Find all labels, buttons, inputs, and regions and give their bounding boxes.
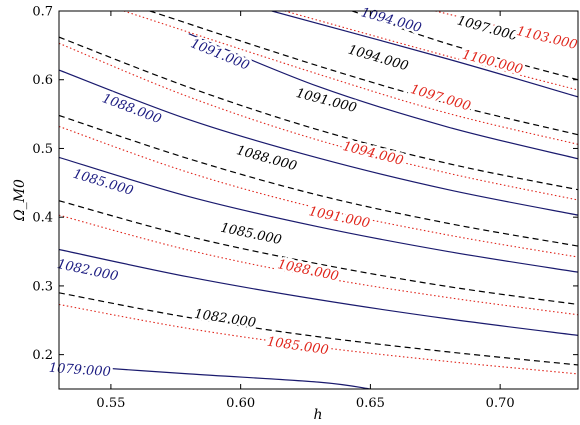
contour-line-dashed (59, 200, 578, 306)
contour-label-dotted: 1088.000 (276, 257, 340, 284)
contour-label-dotted: 1094.000 (341, 139, 405, 169)
contour-label-dotted: 1091.000 (307, 204, 371, 231)
y-tick-label: 0.4 (32, 211, 53, 226)
contour-line-dashed (59, 36, 578, 191)
contour-line-solid (59, 69, 578, 216)
contour-label-solid: 1094.000 (359, 5, 423, 36)
contour-line-dotted (435, 11, 578, 46)
contour-line-dotted (123, 11, 578, 145)
contour-line-dashed (59, 292, 578, 366)
x-tick-label: 0.55 (96, 396, 125, 411)
contour-lines (59, 11, 578, 389)
y-tick-label: 0.5 (32, 142, 53, 157)
contour-label-solid: 1082.000 (56, 257, 120, 285)
x-axis-label: h (313, 407, 322, 423)
contour-line-dashed (352, 11, 578, 81)
y-tick-label: 0.2 (32, 348, 53, 363)
contour-line-dotted (59, 125, 578, 258)
contour-label-dashed: 1097.000 (455, 13, 519, 44)
contour-line-solid (271, 11, 578, 98)
axis-ticks: 0.55 0.60 0.65 0.70 0.2 0.3 0.4 0.5 0.6 0.7 (32, 5, 578, 411)
contour-line-dotted (59, 303, 578, 375)
contour-line-dotted (59, 42, 578, 201)
contour-line-dotted (284, 11, 578, 91)
contour-label-dotted: 1085.000 (266, 335, 330, 359)
y-tick-label: 0.6 (32, 73, 53, 88)
contour-label-dashed: 1082.000 (193, 307, 257, 331)
contour-label-dotted: 1103.000 (515, 24, 579, 53)
contour-line-solid (59, 156, 578, 273)
contour-line-dashed (59, 114, 578, 247)
contour-label-dashed: 1091.000 (294, 86, 358, 116)
contour-line-solid (59, 364, 371, 389)
x-tick-label: 0.60 (226, 396, 255, 411)
contour-line-dashed (149, 11, 578, 136)
y-tick-label: 0.7 (32, 5, 53, 20)
contour-line-solid (188, 33, 578, 160)
contour-label-dotted: 1097.000 (409, 82, 473, 114)
contour-label-dashed: 1094.000 (346, 43, 410, 75)
contour-label-dotted: 1100.000 (460, 47, 524, 77)
y-axis-label: Ω_M0 (12, 179, 28, 222)
x-tick-label: 0.65 (356, 396, 385, 411)
y-tick-label: 0.3 (32, 279, 53, 294)
contour-line-solid (59, 248, 578, 336)
contour-label-dashed: 1085.000 (219, 221, 283, 249)
x-tick-label: 0.70 (486, 396, 515, 411)
contour-line-dotted (59, 214, 578, 316)
contour-label-dashed: 1088.000 (235, 143, 299, 174)
plot-frame (58, 10, 579, 390)
contour-label-solid: 1088.000 (100, 91, 163, 127)
contour-label-solid: 1079.000 (48, 361, 111, 380)
contour-labels: 1079.000 1082.000 1085.000 1088.000 1091.000… (46, 3, 580, 383)
